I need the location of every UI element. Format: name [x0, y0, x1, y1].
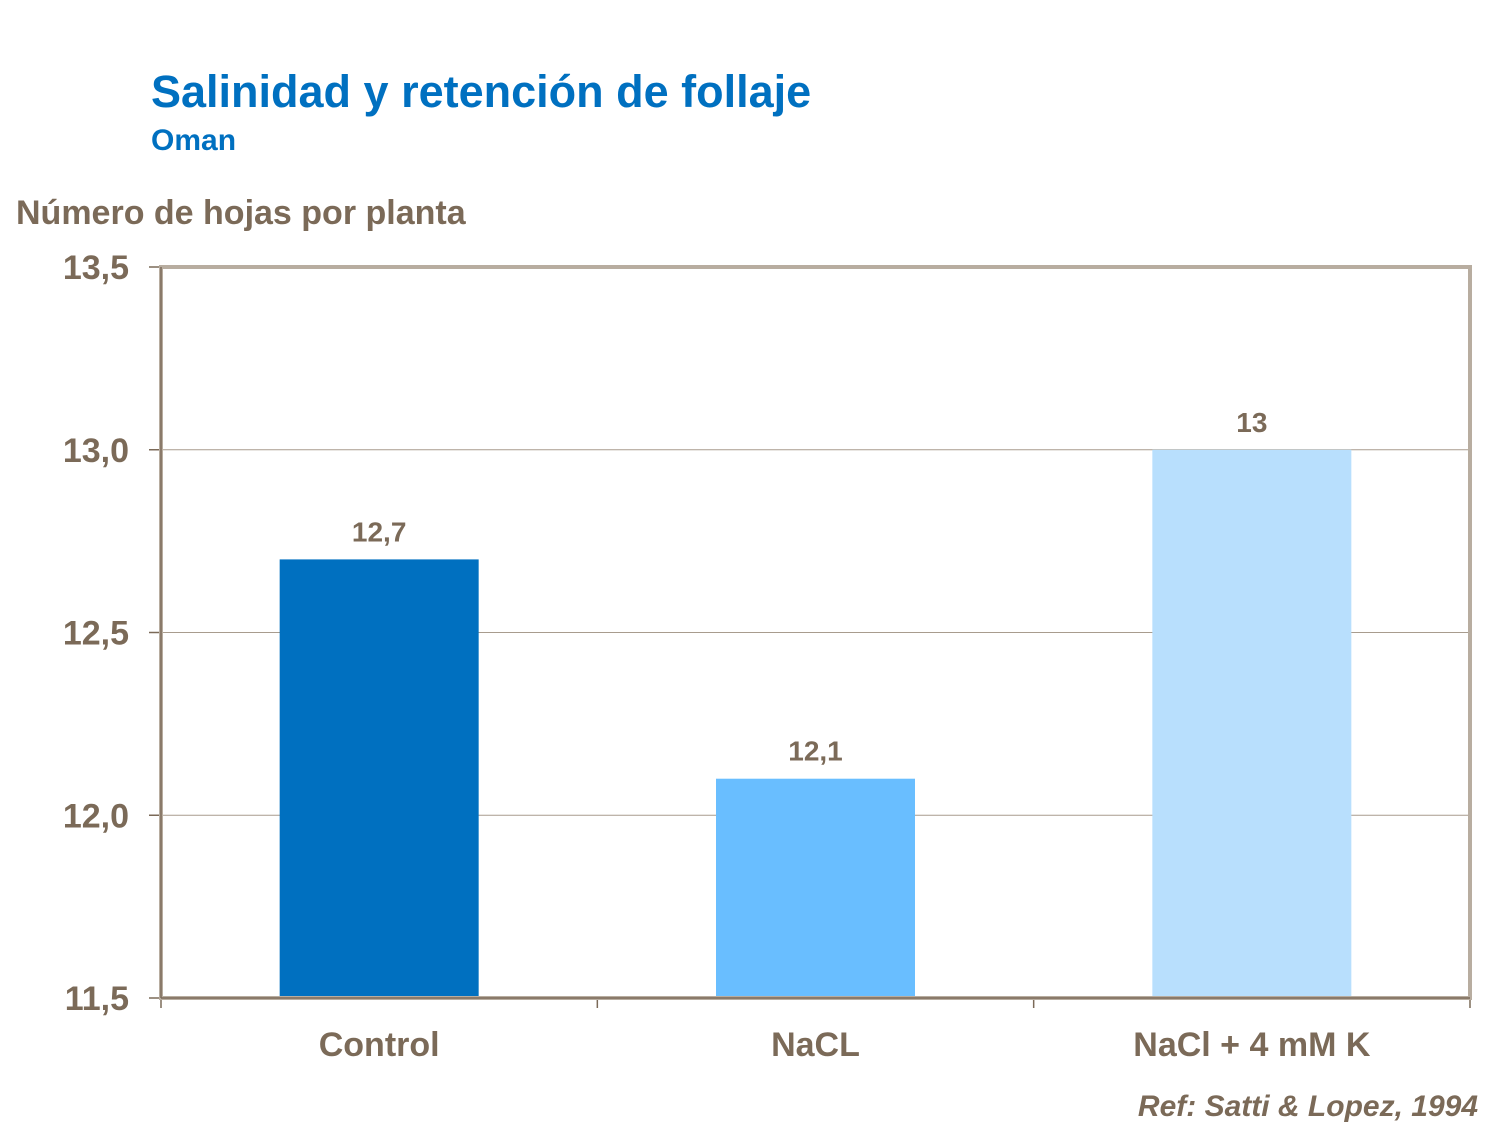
y-tick-label: 12,0 [63, 797, 129, 835]
y-tick-label: 13,0 [63, 432, 129, 470]
chart-title: Salinidad y retención de follaje [151, 66, 812, 117]
bar-nacl [716, 778, 915, 998]
x-tick-label: NaCl + 4 mM K [1133, 1026, 1371, 1064]
data-label: 13 [1236, 407, 1267, 438]
y-tick-label: 11,5 [65, 980, 129, 1018]
chart-subtitle: Oman [151, 124, 237, 157]
y-tick-label: 13,5 [63, 249, 129, 287]
bar-control [279, 559, 479, 998]
x-tick-label: NaCL [771, 1026, 860, 1064]
y-tick-label: 12,5 [63, 615, 129, 653]
data-label: 12,1 [788, 736, 843, 767]
x-tick-label: Control [319, 1026, 440, 1064]
bar-nacl-4-mm-k [1152, 449, 1352, 998]
reference-note: Ref: Satti & Lopez, 1994 [1137, 1090, 1478, 1123]
y-axis-label: Número de hojas por planta [16, 194, 466, 232]
data-label: 12,7 [352, 516, 407, 547]
